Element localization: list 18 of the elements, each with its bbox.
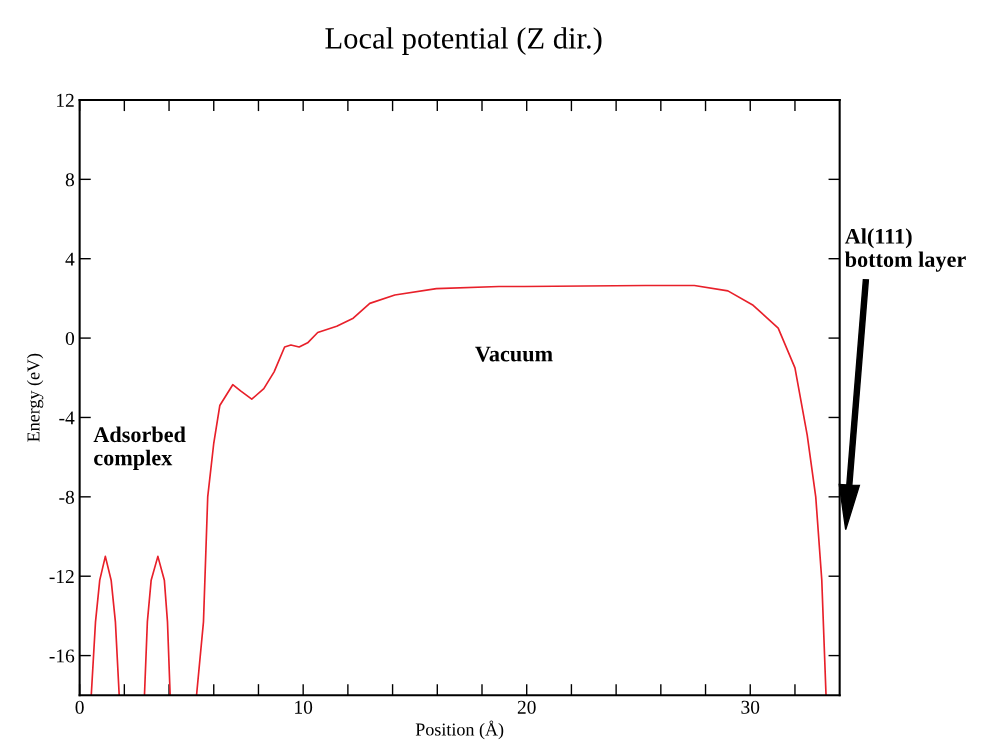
y-tick-label: -16 — [49, 649, 75, 663]
x-tick-label: 0 — [75, 700, 84, 714]
y-tick-label: -4 — [59, 411, 75, 425]
annotation: Adsorbed complex — [93, 426, 186, 470]
x-tick-label: 30 — [741, 700, 760, 714]
y-tick-label: 0 — [65, 331, 75, 346]
x-axis-title: Position (Å) — [415, 720, 504, 740]
chart-title: Local potential (Z dir.) — [325, 27, 602, 55]
annotation: Vacuum — [475, 346, 553, 362]
y-tick-label: -12 — [49, 570, 74, 583]
y-axis-title: Energy (eV) — [26, 353, 44, 442]
y-tick-label: 4 — [65, 252, 75, 266]
y-tick-label: -8 — [59, 490, 75, 504]
y-tick-label: 8 — [65, 173, 75, 187]
x-tick-label: 10 — [295, 700, 313, 714]
y-tick-label: 12 — [57, 93, 74, 107]
x-tick-label: 20 — [517, 700, 536, 714]
text: Al(111) bottom layer — [844, 228, 966, 272]
